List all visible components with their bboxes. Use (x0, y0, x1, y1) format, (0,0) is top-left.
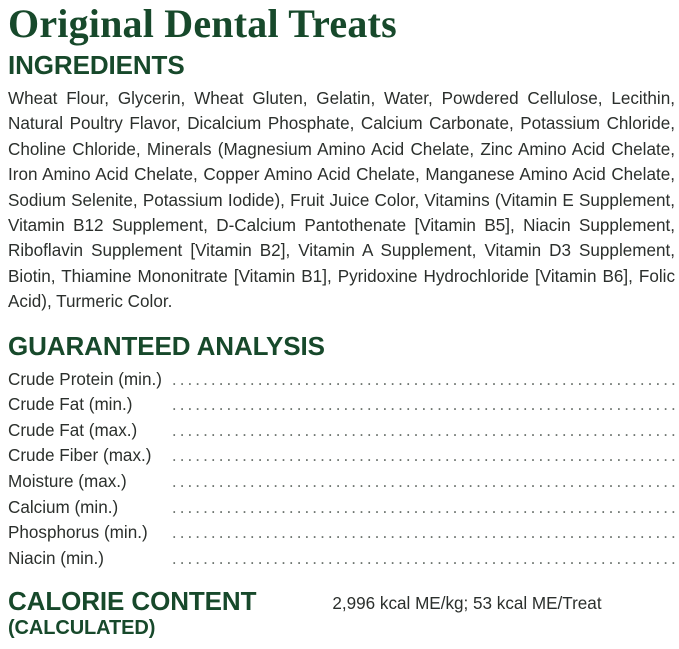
guaranteed-analysis-rows: Crude Protein (min.) ...................… (8, 367, 679, 572)
ingredients-heading: INGREDIENTS (8, 50, 185, 80)
leader-dots: ........................................… (172, 392, 679, 418)
leader-dots-glyphs: ........................................… (171, 446, 679, 466)
nutrient-label: Phosphorus (min.) (8, 523, 148, 543)
page-title: Original Dental Treats (8, 1, 397, 46)
leader-dots: ........................................… (172, 443, 679, 469)
leader-dots-glyphs: ........................................… (171, 497, 679, 517)
nutrient-label: Niacin (min.) (8, 548, 104, 568)
table-row: Crude Fiber (max.) .....................… (8, 443, 679, 469)
table-row: Crude Fat (max.) .......................… (8, 418, 679, 444)
leader-dots: ........................................… (172, 469, 679, 495)
nutrient-label: Crude Protein (min.) (8, 369, 162, 389)
table-row: Niacin (min.) ..........................… (8, 546, 679, 572)
leader-dots: ........................................… (172, 418, 679, 444)
table-row: Calcium (min.) .........................… (8, 495, 679, 521)
nutrient-label: Calcium (min.) (8, 497, 119, 517)
leader-dots-glyphs: ........................................… (171, 369, 679, 389)
nutrient-label: Crude Fat (min.) (8, 395, 133, 415)
calorie-content-block: CALORIE CONTENT (CALCULATED) 2,996 kcal … (8, 587, 676, 641)
leader-dots: ........................................… (172, 495, 679, 521)
leader-dots-glyphs: ........................................… (171, 548, 679, 568)
nutrient-label: Crude Fat (max.) (8, 420, 138, 440)
table-row: Moisture (max.) ........................… (8, 469, 679, 495)
table-row: Crude Fat (min.) .......................… (8, 392, 679, 418)
leader-dots: ........................................… (172, 367, 679, 393)
table-row: Crude Protein (min.) ...................… (8, 367, 679, 393)
calorie-content-headings: CALORIE CONTENT (CALCULATED) (8, 587, 256, 641)
ingredients-text: Wheat Flour, Glycerin, Wheat Gluten, Gel… (8, 89, 675, 312)
table-row: Phosphorus (min.) ......................… (8, 520, 679, 546)
leader-dots-glyphs: ........................................… (171, 523, 679, 543)
calorie-content-value: 2,996 kcal ME/kg; 53 kcal ME/Treat (332, 594, 602, 614)
leader-dots: ........................................… (172, 520, 679, 546)
nutrient-label: Crude Fiber (max.) (8, 446, 152, 466)
calorie-content-subheading: (CALCULATED) (8, 617, 156, 640)
guaranteed-analysis-table: Crude Protein (min.) ...................… (8, 367, 679, 572)
guaranteed-analysis-heading: GUARANTEED ANALYSIS (8, 330, 325, 361)
calorie-content-heading: CALORIE CONTENT (8, 586, 257, 617)
leader-dots-glyphs: ........................................… (171, 420, 679, 440)
leader-dots: ........................................… (172, 546, 679, 572)
leader-dots-glyphs: ........................................… (171, 472, 679, 492)
leader-dots-glyphs: ........................................… (171, 395, 679, 415)
nutrient-label: Moisture (max.) (8, 472, 127, 492)
